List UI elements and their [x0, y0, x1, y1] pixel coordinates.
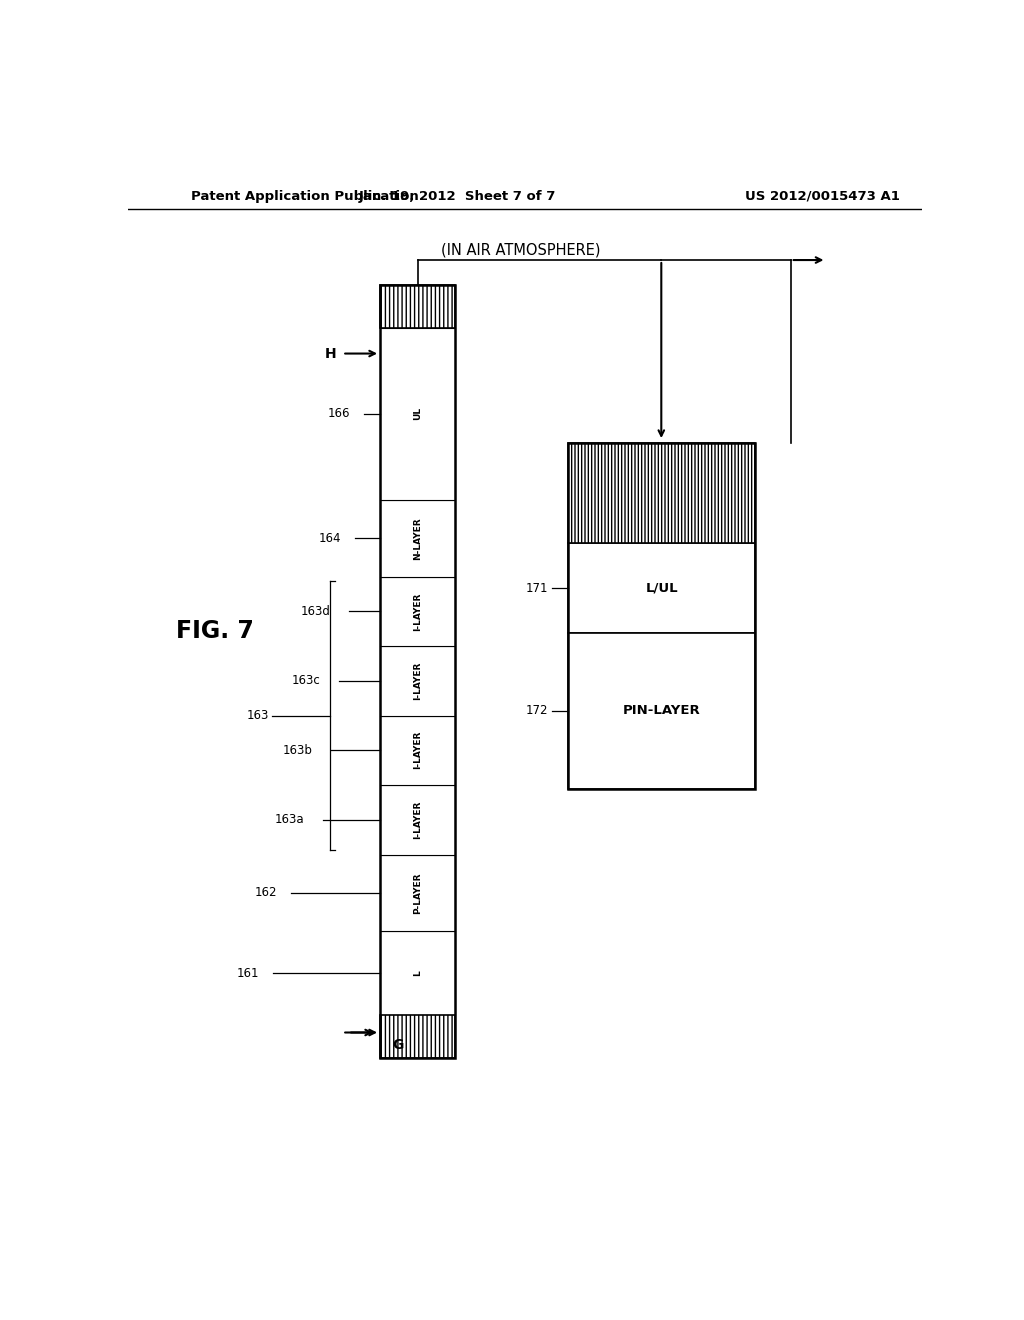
Bar [568, 444, 755, 788]
Bar [568, 544, 755, 634]
Bar [380, 645, 456, 715]
Text: 163a: 163a [274, 813, 304, 826]
Text: H: H [325, 347, 336, 360]
Bar [380, 500, 456, 577]
Text: UL: UL [413, 408, 422, 421]
Text: 163c: 163c [291, 675, 321, 688]
Text: US 2012/0015473 A1: US 2012/0015473 A1 [745, 190, 900, 202]
Text: 171: 171 [526, 582, 549, 594]
Bar [380, 854, 456, 932]
Text: 164: 164 [318, 532, 341, 545]
Bar [380, 577, 456, 645]
Text: I-LAYER: I-LAYER [413, 731, 422, 770]
Bar [380, 327, 456, 500]
Text: L/UL: L/UL [645, 582, 678, 594]
Text: 166: 166 [328, 408, 350, 420]
Text: Patent Application Publication: Patent Application Publication [191, 190, 419, 202]
Text: P-LAYER: P-LAYER [413, 873, 422, 913]
Bar [380, 932, 456, 1015]
Text: 163: 163 [247, 709, 269, 722]
Bar [568, 444, 755, 544]
Text: I-LAYER: I-LAYER [413, 593, 422, 631]
Bar [380, 715, 456, 785]
Text: (IN AIR ATMOSPHERE): (IN AIR ATMOSPHERE) [441, 243, 601, 257]
Text: I-LAYER: I-LAYER [413, 661, 422, 700]
Text: N-LAYER: N-LAYER [413, 517, 422, 560]
Bar [568, 634, 755, 788]
Text: PIN-LAYER: PIN-LAYER [623, 705, 700, 717]
Text: 163b: 163b [283, 743, 312, 756]
Text: G: G [392, 1038, 403, 1052]
Text: FIG. 7: FIG. 7 [176, 619, 254, 643]
Bar [380, 1015, 456, 1057]
Text: 161: 161 [237, 966, 259, 979]
Text: I-LAYER: I-LAYER [413, 801, 422, 840]
Bar [380, 285, 456, 1057]
Text: 162: 162 [255, 887, 278, 899]
Bar [380, 785, 456, 854]
Text: Jan. 19, 2012  Sheet 7 of 7: Jan. 19, 2012 Sheet 7 of 7 [358, 190, 556, 202]
Text: 172: 172 [526, 705, 549, 717]
Text: L: L [413, 970, 422, 977]
Bar [380, 285, 456, 327]
Text: 163d: 163d [300, 605, 331, 618]
